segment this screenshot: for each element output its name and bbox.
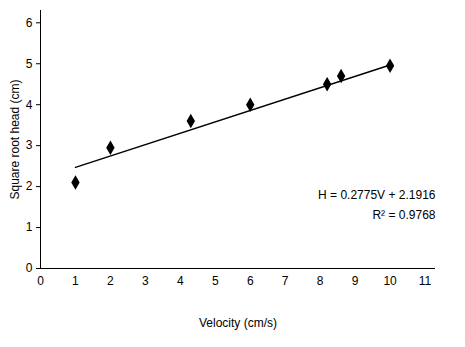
svg-text:1: 1 <box>26 220 33 234</box>
svg-text:H = 0.2775V + 2.1916: H = 0.2775V + 2.1916 <box>318 188 436 202</box>
svg-text:2: 2 <box>26 179 33 193</box>
svg-text:5: 5 <box>212 274 219 288</box>
svg-text:1: 1 <box>72 274 79 288</box>
svg-text:3: 3 <box>142 274 149 288</box>
svg-text:Square root head (cm): Square root head (cm) <box>8 79 22 199</box>
svg-text:0: 0 <box>26 261 33 275</box>
svg-text:10: 10 <box>383 274 397 288</box>
svg-text:0: 0 <box>37 274 44 288</box>
svg-text:Velocity (cm/s): Velocity (cm/s) <box>199 316 277 330</box>
svg-text:6: 6 <box>26 16 33 30</box>
svg-text:4: 4 <box>177 274 184 288</box>
svg-text:4: 4 <box>26 98 33 112</box>
svg-text:2: 2 <box>107 274 114 288</box>
svg-text:5: 5 <box>26 57 33 71</box>
svg-text:7: 7 <box>282 274 289 288</box>
svg-text:11: 11 <box>419 274 432 288</box>
svg-text:9: 9 <box>352 274 359 288</box>
svg-text:8: 8 <box>317 274 324 288</box>
svg-text:6: 6 <box>247 274 254 288</box>
svg-text:R² = 0.9768: R² = 0.9768 <box>372 208 435 222</box>
svg-text:3: 3 <box>26 138 33 152</box>
